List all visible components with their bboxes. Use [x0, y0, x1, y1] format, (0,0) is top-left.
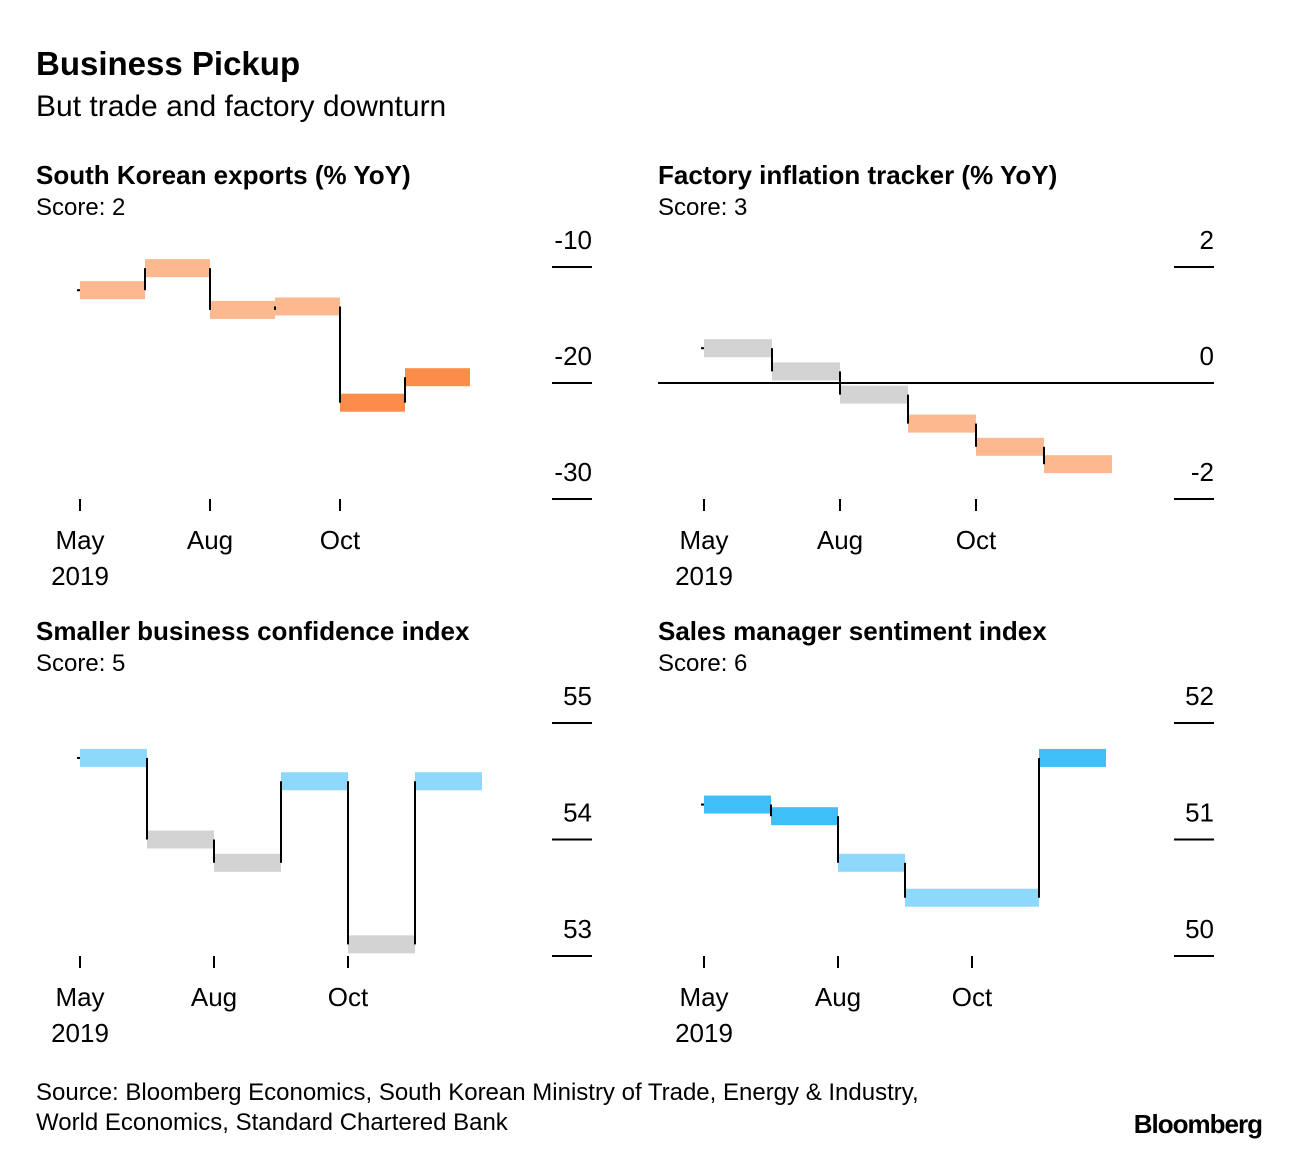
- panel-title: Smaller business confidence index: [36, 616, 470, 646]
- y-tick-label: 55: [563, 681, 592, 711]
- x-tick-label: Aug: [187, 525, 233, 555]
- bar: [704, 339, 772, 358]
- bar: [80, 748, 147, 767]
- x-tick-label: Aug: [817, 525, 863, 555]
- source: World Economics, Standard Chartered Bank: [36, 1109, 509, 1136]
- y-tick-label: 54: [563, 798, 592, 828]
- x-tick-label: Oct: [956, 525, 997, 555]
- x-tick-label: Oct: [952, 982, 993, 1012]
- title: Business Pickup: [36, 45, 300, 82]
- bar: [1044, 455, 1112, 474]
- x-tick-label: Aug: [815, 982, 861, 1012]
- y-tick-label: 53: [563, 914, 592, 944]
- y-tick-label: 2: [1200, 225, 1214, 255]
- bar: [771, 807, 838, 826]
- bar: [1039, 748, 1106, 767]
- x-tick-label: Oct: [320, 525, 361, 555]
- bar: [972, 888, 1039, 907]
- bar: [275, 297, 340, 316]
- x-tick-label: May 2019: [675, 982, 733, 1048]
- panel-title: Sales manager sentiment index: [658, 616, 1047, 646]
- bar: [340, 393, 405, 412]
- source: Source: Bloomberg Economics, South Korea…: [36, 1079, 919, 1106]
- panel-subtitle: Score: 3: [658, 194, 747, 221]
- panel-title: Factory inflation tracker (% YoY): [658, 160, 1057, 190]
- y-tick-label: 51: [1185, 798, 1214, 828]
- x-tick-label: Aug: [191, 982, 237, 1012]
- bar: [772, 362, 840, 381]
- y-tick-label: 0: [1200, 341, 1214, 371]
- bar: [976, 437, 1044, 456]
- y-tick-label: 52: [1185, 681, 1214, 711]
- bar: [210, 300, 275, 319]
- y-tick-label: 50: [1185, 914, 1214, 944]
- bar: [415, 772, 482, 791]
- bar: [405, 368, 470, 387]
- bar: [908, 414, 976, 433]
- subtitle: But trade and factory downturn: [36, 90, 446, 123]
- bar: [147, 830, 214, 849]
- bar: [145, 259, 210, 278]
- x-tick-label: May 2019: [675, 525, 733, 591]
- bar: [214, 853, 281, 872]
- y-tick-label: -10: [554, 225, 592, 255]
- bar: [80, 281, 145, 300]
- logo: Bloomberg: [1134, 1109, 1262, 1139]
- bar: [281, 772, 348, 791]
- bar: [838, 853, 905, 872]
- bar: [905, 888, 972, 907]
- y-tick-label: -2: [1191, 457, 1214, 487]
- x-tick-label: May 2019: [51, 525, 109, 591]
- bar: [704, 795, 771, 814]
- panel-subtitle: Score: 5: [36, 650, 125, 677]
- panel-subtitle: Score: 2: [36, 194, 125, 221]
- bar: [348, 935, 415, 954]
- bar: [840, 385, 908, 404]
- x-tick-label: May 2019: [51, 982, 109, 1048]
- y-tick-label: -20: [554, 341, 592, 371]
- panel-title: South Korean exports (% YoY): [36, 160, 411, 190]
- panel-subtitle: Score: 6: [658, 650, 747, 677]
- x-tick-label: Oct: [328, 982, 369, 1012]
- y-tick-label: -30: [554, 457, 592, 487]
